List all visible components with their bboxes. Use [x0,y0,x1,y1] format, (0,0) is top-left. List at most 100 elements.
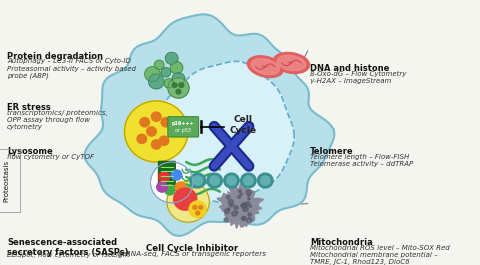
FancyBboxPatch shape [168,117,199,137]
Circle shape [193,206,197,209]
Circle shape [227,176,236,185]
Ellipse shape [277,55,306,71]
Circle shape [246,189,252,195]
Circle shape [199,206,203,209]
Text: Lysosome: Lysosome [7,147,53,156]
Circle shape [224,173,239,188]
Text: Telomere: Telomere [310,147,354,156]
Circle shape [261,176,270,185]
Circle shape [189,201,206,218]
Circle shape [225,209,229,214]
Circle shape [258,173,273,188]
Circle shape [157,182,168,192]
Circle shape [159,136,169,145]
Text: ·: · [156,79,157,84]
Circle shape [245,202,250,206]
Circle shape [196,211,200,215]
Circle shape [165,185,175,195]
Circle shape [242,204,246,208]
Circle shape [243,176,253,185]
FancyBboxPatch shape [158,161,176,191]
Circle shape [232,211,237,216]
Circle shape [171,170,182,180]
Text: 8-Oxo-dG – Flow Cytometry
γ-H2AX – ImageStream: 8-Oxo-dG – Flow Cytometry γ-H2AX – Image… [310,70,407,84]
Polygon shape [217,180,264,228]
Text: ~M~: ~M~ [260,65,271,69]
Circle shape [146,127,156,136]
Circle shape [137,134,146,144]
Circle shape [239,190,241,192]
Circle shape [161,118,171,127]
Circle shape [247,218,252,223]
Circle shape [248,213,252,216]
Circle shape [242,218,245,220]
Ellipse shape [247,56,283,77]
Circle shape [210,176,219,185]
Polygon shape [161,61,294,203]
Circle shape [238,196,240,198]
Circle shape [174,188,197,210]
Text: Proteostasis: Proteostasis [4,160,10,202]
Text: DNA and histone: DNA and histone [310,64,390,73]
Circle shape [150,162,193,203]
Text: ·: · [178,76,180,81]
Circle shape [228,200,233,205]
Text: Telomere length – Flow-FISH
Telomerase activity – ddTRAP: Telomere length – Flow-FISH Telomerase a… [310,154,413,167]
Text: ·: · [171,56,173,61]
Text: ·: · [152,72,153,77]
Circle shape [242,206,248,211]
Text: Cell Cycle Inhibitor: Cell Cycle Inhibitor [146,244,238,253]
Circle shape [224,218,228,222]
Circle shape [159,172,169,182]
Ellipse shape [273,52,310,73]
Text: flow cytometry or CyTOF: flow cytometry or CyTOF [7,154,94,160]
Circle shape [240,193,242,196]
Text: Mitochondrial ROS level – Mito-SOX Red
Mitochondrial membrane potential –
TMRE, : Mitochondrial ROS level – Mito-SOX Red M… [310,245,450,265]
Circle shape [226,195,230,199]
Text: ~M~: ~M~ [286,61,297,65]
Circle shape [170,61,183,74]
Text: scRNA-seq, FACS or transgenic reporters: scRNA-seq, FACS or transgenic reporters [118,251,266,257]
Text: Senescence-associated
secretory factors (SASPs): Senescence-associated secretory factors … [7,238,129,257]
Circle shape [172,73,185,85]
Circle shape [164,79,174,88]
Circle shape [250,205,252,207]
Circle shape [190,173,205,188]
Text: Cell
Cycle: Cell Cycle [229,115,257,135]
Ellipse shape [251,59,279,75]
Text: or p53: or p53 [175,128,191,133]
Circle shape [241,204,244,207]
Circle shape [241,216,246,220]
Circle shape [148,74,164,89]
Circle shape [168,78,189,98]
Circle shape [166,52,178,64]
Text: Autophagy – LC3-II FACS or Cyto-ID
Proteasomal activity – activity based
probe (: Autophagy – LC3-II FACS or Cyto-ID Prote… [7,58,136,79]
Text: transcriptomics/ proteomics,
OPP assay through flow
cytometry: transcriptomics/ proteomics, OPP assay t… [7,110,108,130]
Text: ER stress: ER stress [7,103,51,112]
Circle shape [176,89,181,94]
Circle shape [175,182,186,192]
Circle shape [152,140,161,149]
Circle shape [155,60,164,69]
Polygon shape [84,14,335,236]
Circle shape [241,203,246,208]
Circle shape [172,83,177,87]
Circle shape [193,176,203,185]
Circle shape [161,68,171,77]
Circle shape [124,101,188,162]
Text: ELISpot, flow cytometry or IsoLight: ELISpot, flow cytometry or IsoLight [7,251,130,258]
Circle shape [179,83,184,87]
Circle shape [240,173,256,188]
Text: Protein degradation: Protein degradation [7,51,103,60]
Circle shape [248,198,250,200]
Circle shape [248,195,250,196]
Circle shape [236,211,238,213]
Circle shape [228,208,230,210]
Circle shape [229,203,233,207]
Circle shape [167,182,209,222]
Circle shape [234,206,238,210]
Circle shape [152,112,161,121]
Text: Mitochondria: Mitochondria [310,238,373,247]
Text: ·: · [176,65,178,70]
Circle shape [144,67,160,81]
